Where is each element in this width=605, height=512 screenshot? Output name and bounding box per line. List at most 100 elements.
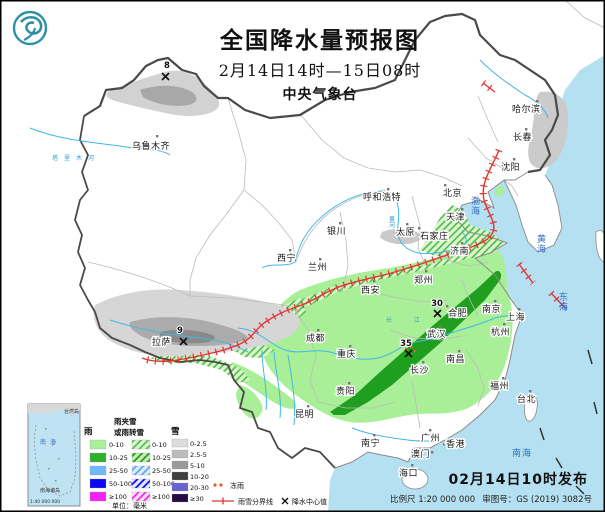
- river-labels: 塔里木河 黄河 长江: [52, 154, 442, 324]
- city-label-haikou: 海口: [399, 467, 418, 479]
- city-label-shenyang: 沈阳: [501, 161, 520, 173]
- center-marker-lhasa: [179, 337, 188, 346]
- hainan-island: [401, 468, 429, 490]
- inset-map: 台湾岛 南海 南海诸岛 1:40 000 000: [27, 403, 81, 507]
- legend-snow-swatch-4: [171, 471, 189, 481]
- legend-sleet-swatch-5: [131, 491, 151, 502]
- city-label-kunming: 昆明: [295, 409, 314, 420]
- legend-rain-swatch-3: [89, 465, 107, 476]
- city-label-chongqing: 重庆: [337, 348, 356, 360]
- sea-label-yellow-sea: 黄海: [535, 233, 546, 254]
- city-label-zhengzhou: 郑州: [414, 274, 433, 286]
- legend-rain-label-5: ≥100: [109, 493, 127, 501]
- rivers: [29, 59, 549, 443]
- legend-snow-swatch-1: [171, 438, 189, 448]
- city-label-lhasa: 拉萨: [152, 336, 171, 348]
- river-label-yellow-river: 黄河: [388, 215, 395, 228]
- city-label-shanghai: 上海: [506, 311, 525, 323]
- legend-rain-label-3: 25-50: [109, 467, 128, 475]
- inset-frame: [27, 403, 81, 507]
- freezing-rain-dot-icon: [213, 483, 217, 487]
- city-label-chengdu: 成都: [306, 332, 325, 344]
- inset-taiwan-label: 台湾岛: [64, 408, 79, 415]
- legend-snow-swatches: [171, 438, 189, 503]
- city-dots: [156, 100, 539, 467]
- cma-logo-tail: [23, 27, 37, 41]
- city-label-taipei: 台北: [517, 393, 536, 405]
- agency-name: 中央气象台: [283, 86, 358, 103]
- city-label-wuhan: 武汉: [427, 328, 446, 340]
- city-label-harbin: 哈尔滨: [512, 103, 541, 115]
- center-marker-jianghuai: [433, 309, 442, 318]
- japan-fragment: [595, 230, 605, 263]
- cma-logo: [12, 10, 48, 46]
- maritime-dash-lines: [539, 349, 598, 495]
- city-labels: 乌鲁木齐 拉萨 西宁 兰州 银川 呼和浩特 北京 天津 太原 石家庄 济南 郑州…: [131, 102, 542, 481]
- sea-label-east-china-sea: 东海: [557, 291, 568, 312]
- legend-sleet-swatch-2: [131, 452, 151, 463]
- legend-sleet-label-1: 0-10: [152, 441, 167, 449]
- inset-scale-label: 1:40 000 000: [30, 499, 60, 505]
- city-label-changsha: 长沙: [410, 364, 429, 376]
- inset-sea-label: 南海: [40, 438, 60, 446]
- legend-sleet-label-2: 10-25: [152, 454, 171, 462]
- legend-snow-swatch-3: [171, 460, 189, 470]
- city-label-macao: 澳门: [411, 448, 430, 460]
- city-label-hohhot: 呼和浩特: [363, 191, 401, 203]
- coastline: [334, 171, 529, 469]
- legend-sleet-swatches: [131, 439, 151, 502]
- city-label-changchun: 长春: [513, 131, 532, 143]
- center-value-icon: [281, 497, 289, 505]
- city-label-lanzhou: 兰州: [308, 261, 327, 273]
- legend-rain-header: 雨: [84, 427, 93, 437]
- legend-rain-label-2: 10-25: [109, 454, 128, 462]
- legend-rain-label-4: 50-100: [109, 480, 132, 488]
- national-border: [83, 12, 560, 174]
- legend-freezing-rain-label: 冻雨: [230, 481, 244, 490]
- forecast-period: 2月14日14时—15日08时: [219, 61, 422, 80]
- river-label-yangtze: 长江: [386, 316, 442, 324]
- city-label-xining: 西宁: [277, 252, 296, 264]
- city-label-taiyuan: 太原: [396, 226, 415, 238]
- city-label-urumqi: 乌鲁木齐: [132, 140, 170, 152]
- legend-sleet-header-line2: 或雨转雪: [114, 427, 144, 437]
- approval-number: 审图号：GS (2019) 3082号: [482, 494, 592, 505]
- rain-area-band: [330, 270, 502, 415]
- legend-rain-swatch-2: [89, 452, 107, 463]
- legend-sleet-label-4: 50-100: [152, 480, 175, 488]
- city-label-hefei: 合肥: [448, 307, 467, 319]
- center-value-dongting: 35: [400, 339, 412, 349]
- center-marker-altai: [161, 72, 170, 81]
- legend-sleet-header-line1: 雨夹雪: [114, 416, 137, 426]
- freezing-rain-dot-icon: [219, 483, 223, 487]
- sea-label-bohai: 渤海: [469, 195, 480, 216]
- city-label-nanchang: 南昌: [446, 353, 465, 365]
- precip-center-markers: [161, 72, 442, 358]
- release-time: 02月14日10时发布: [449, 471, 588, 488]
- inset-mainland: [28, 404, 80, 414]
- city-label-beijing: 北京: [443, 187, 462, 199]
- legend-snow-swatch-5: [171, 482, 189, 492]
- city-label-xian: 西安: [361, 284, 380, 296]
- sea-labels: 渤海 黄海 东海 南海: [469, 195, 568, 459]
- center-marker-dongting: [404, 349, 413, 358]
- inset-islands-label: 南海诸岛: [40, 487, 60, 494]
- legend-snow-label-6: ≥30: [190, 495, 204, 503]
- legend-sleet-swatch-4: [131, 478, 151, 489]
- legend-snow-label-3: 5-10: [190, 462, 205, 470]
- legend-sleet-label-3: 25-50: [152, 467, 171, 475]
- city-label-nanning: 南宁: [361, 437, 380, 449]
- legend-sleet-swatch-3: [131, 465, 151, 476]
- precip-center-values: 8 9 30 35: [163, 60, 444, 350]
- inset-dash-line: [33, 424, 77, 497]
- legend-rain-swatch-4: [89, 478, 107, 489]
- boundary-line-icon: [212, 497, 234, 505]
- legend-unit: 单位：毫米: [112, 501, 147, 510]
- city-label-yinchuan: 银川: [327, 225, 346, 237]
- legend-sleet-label-5: ≥100: [152, 493, 170, 501]
- city-label-guangzhou: 广州: [421, 432, 440, 444]
- legend: 雨 雨夹雪 或雨转雪 雪 0-10 10-25 25-50 50-100 ≥10…: [84, 416, 327, 510]
- city-label-hongkong: 香港: [446, 438, 465, 450]
